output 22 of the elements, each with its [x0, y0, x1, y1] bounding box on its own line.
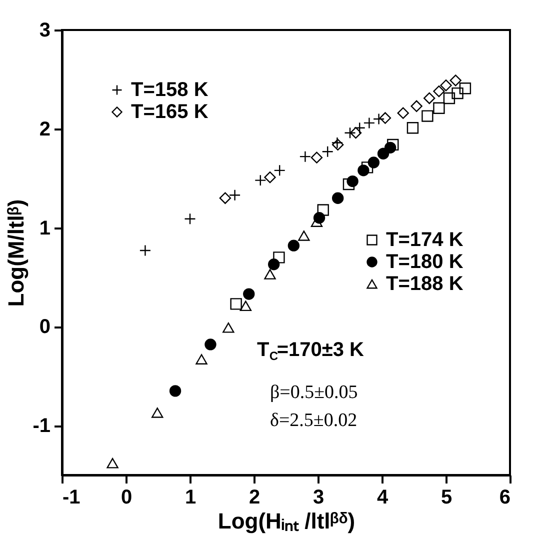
x-tick-label: 3 — [312, 486, 324, 508]
legend-label: T=174 K — [386, 229, 464, 251]
legend-label: T=165 K — [131, 101, 209, 123]
x-tick-label: 6 — [499, 486, 510, 508]
legend-label: T=188 K — [386, 273, 464, 295]
y-tick-label: 3 — [39, 20, 50, 42]
y-axis-title: Log(M/ltlᵝ) — [4, 199, 29, 307]
x-tick-label: 4 — [376, 486, 389, 508]
x-tick-label: 2 — [248, 486, 260, 508]
x-tick-label: -1 — [62, 486, 80, 508]
x-tick-label: 0 — [120, 486, 132, 508]
annotation: β=0.5±0.05 — [270, 382, 358, 403]
annotation: δ=2.5±0.02 — [270, 410, 358, 431]
legend-label: T=158 K — [131, 79, 209, 101]
y-tick-label: 0 — [39, 316, 50, 338]
x-tick-label: 1 — [184, 486, 196, 508]
legend-label: T=180 K — [386, 251, 464, 273]
y-tick-label: -1 — [32, 415, 50, 438]
y-tick-label: 1 — [39, 217, 50, 240]
x-axis-title: Log(Hᵢₙₜ /ltlᵝᵟ) — [218, 508, 356, 534]
x-tick-label: 5 — [440, 486, 452, 508]
y-tick-label: 2 — [39, 118, 50, 140]
